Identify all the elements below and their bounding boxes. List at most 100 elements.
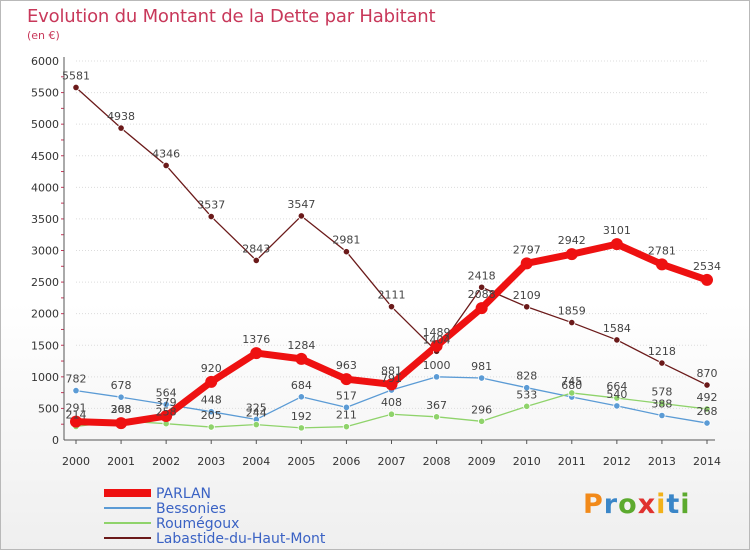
data-point xyxy=(478,417,486,425)
data-point xyxy=(385,378,398,391)
data-point xyxy=(387,303,396,311)
data-label: 367 xyxy=(426,399,447,412)
data-point xyxy=(613,394,621,402)
data-point xyxy=(475,302,488,315)
y-tick-label: 3000 xyxy=(31,245,59,258)
data-label: 258 xyxy=(156,406,177,419)
data-point xyxy=(701,273,713,286)
data-label: 920 xyxy=(201,362,222,375)
data-point xyxy=(432,373,441,381)
data-label: 3547 xyxy=(287,198,315,211)
data-label: 205 xyxy=(201,409,222,422)
logo-letter: i xyxy=(656,489,667,520)
y-tick-label: 1000 xyxy=(31,371,59,384)
data-label: 684 xyxy=(291,379,312,392)
data-label: 303 xyxy=(111,403,132,416)
series-points xyxy=(70,83,713,432)
data-label: 214 xyxy=(66,408,87,421)
data-point xyxy=(117,393,125,401)
data-point xyxy=(432,413,441,421)
legend-label: Roumégoux xyxy=(156,516,239,532)
data-label: 664 xyxy=(606,380,627,393)
data-label: 782 xyxy=(66,373,87,386)
data-label: 4346 xyxy=(152,147,180,160)
data-point xyxy=(342,403,351,411)
data-point xyxy=(72,83,80,92)
data-point xyxy=(523,384,531,392)
data-point xyxy=(297,424,305,432)
data-point xyxy=(207,423,215,431)
y-tick-label: 3500 xyxy=(31,213,59,226)
data-point xyxy=(523,303,531,311)
y-tick-label: 2000 xyxy=(31,308,59,321)
data-label: 881 xyxy=(381,364,402,377)
data-label: 4938 xyxy=(107,110,135,123)
data-label: 296 xyxy=(471,403,492,416)
data-label: 2088 xyxy=(468,288,496,301)
data-label: 1218 xyxy=(648,345,676,358)
data-label: 325 xyxy=(246,401,267,414)
chart-unit: (en €) xyxy=(27,29,60,42)
data-point xyxy=(252,256,260,265)
data-point xyxy=(568,318,576,327)
data-label: 1489 xyxy=(423,326,451,339)
y-tick-label: 2500 xyxy=(31,276,59,289)
data-label: 244 xyxy=(246,407,267,420)
data-label: 2942 xyxy=(558,234,586,247)
data-point xyxy=(117,124,125,132)
data-label: 388 xyxy=(651,397,672,410)
x-tick-label: 2008 xyxy=(423,455,451,468)
legend-label: PARLAN xyxy=(156,486,211,502)
data-label: 2418 xyxy=(468,269,496,282)
data-point xyxy=(478,374,486,382)
logo-letter: o xyxy=(618,489,638,520)
data-point xyxy=(72,387,80,395)
logo-letter: P xyxy=(583,489,604,520)
data-point xyxy=(520,257,533,270)
data-label: 268 xyxy=(111,403,132,416)
logo-letter: t xyxy=(666,489,681,520)
data-point xyxy=(655,258,668,271)
data-point xyxy=(430,339,443,352)
logo-letter: x xyxy=(637,489,657,520)
data-label: 578 xyxy=(651,385,672,398)
legend: PARLANBessoniesRoumégouxLabastide-du-Hau… xyxy=(104,486,326,547)
data-point xyxy=(565,248,578,261)
proxiti-logo: Proxiti xyxy=(583,489,691,520)
data-label: 981 xyxy=(471,360,492,373)
data-point xyxy=(342,423,351,431)
data-point xyxy=(115,417,128,430)
data-label: 2797 xyxy=(513,243,541,256)
data-label: 828 xyxy=(516,370,537,383)
y-tick-label: 5000 xyxy=(31,118,59,131)
data-point xyxy=(568,389,576,397)
x-tick-label: 2010 xyxy=(513,455,541,468)
x-tick-label: 2004 xyxy=(242,455,270,468)
data-point xyxy=(658,399,666,408)
legend-label: Bessonies xyxy=(156,501,226,517)
data-point xyxy=(387,410,396,418)
data-label: 211 xyxy=(336,409,357,422)
data-point xyxy=(703,381,711,389)
x-tick-label: 2013 xyxy=(648,455,676,468)
x-tick-label: 2006 xyxy=(332,455,360,468)
x-tick-label: 2000 xyxy=(62,455,90,468)
data-label: 1859 xyxy=(558,305,586,318)
data-point xyxy=(70,415,82,428)
logo-letter: i xyxy=(680,489,691,520)
data-label: 517 xyxy=(336,389,357,402)
data-label: 291 xyxy=(66,402,87,415)
data-point xyxy=(658,411,666,420)
data-label: 870 xyxy=(697,367,718,380)
data-point xyxy=(478,283,486,291)
data-label: 680 xyxy=(561,379,582,392)
data-point xyxy=(162,400,170,408)
x-tick-label: 2003 xyxy=(197,455,225,468)
data-label: 3537 xyxy=(197,199,225,212)
data-label: 791 xyxy=(381,372,402,385)
data-label: 2781 xyxy=(648,244,676,257)
y-tick-label: 5500 xyxy=(31,87,59,100)
x-tick-label: 2009 xyxy=(468,455,496,468)
y-tick-label: 0 xyxy=(52,434,59,447)
